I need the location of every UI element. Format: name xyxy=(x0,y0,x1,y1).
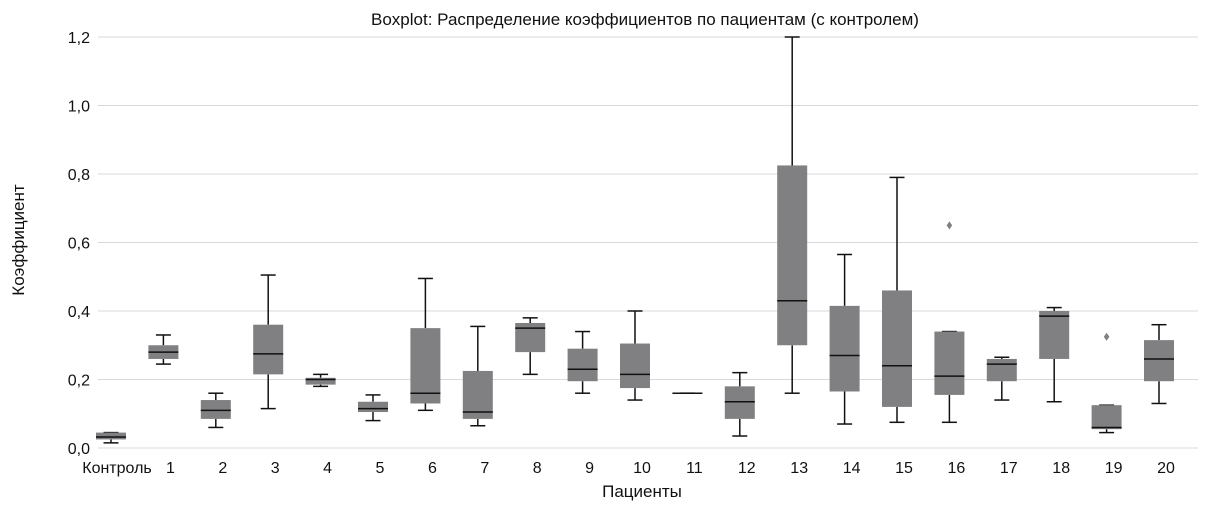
box-3 xyxy=(253,274,284,410)
box-iqr xyxy=(200,400,231,419)
box-8 xyxy=(515,317,546,376)
box-13 xyxy=(777,36,808,394)
x-tick-label: 17 xyxy=(1000,460,1018,477)
box-15 xyxy=(882,176,912,424)
y-tick-label: 0,8 xyxy=(68,167,90,184)
box-1 xyxy=(148,334,179,365)
x-tick-label: 18 xyxy=(1052,460,1070,477)
box-20 xyxy=(1144,323,1174,405)
box-iqr xyxy=(462,370,493,419)
box-iqr xyxy=(567,348,598,382)
box-14 xyxy=(829,253,860,425)
x-tick-label: 12 xyxy=(738,460,756,477)
x-tick-labels: Контроль 1 2 3 4 5 6 7 8 9 10 11 12 13 14 15 16 17 18 19 20 xyxy=(82,460,1175,477)
y-tick-label: 1,2 xyxy=(68,30,90,47)
x-tick-label: 11 xyxy=(686,460,703,477)
gridlines xyxy=(98,36,1198,449)
x-tick-label: 2 xyxy=(218,460,227,477)
y-tick-label: 0,2 xyxy=(68,373,90,390)
box-iqr xyxy=(724,386,755,419)
x-tick-label: 6 xyxy=(428,460,437,477)
x-tick-label: 7 xyxy=(480,460,489,477)
box-9 xyxy=(567,330,598,394)
x-tick-label: 19 xyxy=(1105,460,1123,477)
box-17 xyxy=(986,356,1017,401)
x-tick-label: 15 xyxy=(895,460,913,477)
x-tick-label: 10 xyxy=(633,460,651,477)
box-4 xyxy=(305,373,336,388)
x-tick-label: 13 xyxy=(790,460,808,477)
y-tick-label: 1,0 xyxy=(68,99,90,116)
box-iqr xyxy=(1091,405,1122,430)
box-18 xyxy=(1039,306,1070,403)
boxes xyxy=(96,36,1174,444)
x-tick-label: 5 xyxy=(376,460,385,477)
box-16 xyxy=(934,221,965,424)
x-tick-label: 1 xyxy=(166,460,175,477)
box-iqr xyxy=(986,358,1017,382)
box-iqr xyxy=(777,165,808,346)
box-2 xyxy=(200,392,231,429)
x-axis-label: Пациенты xyxy=(602,482,682,501)
box-control xyxy=(96,431,126,444)
outlier-point xyxy=(1103,332,1110,341)
box-19 xyxy=(1091,332,1122,434)
x-tick-label: 3 xyxy=(271,460,280,477)
box-iqr xyxy=(882,290,912,407)
y-tick-label: 0,4 xyxy=(68,304,90,321)
x-tick-label: 14 xyxy=(843,460,861,477)
box-iqr xyxy=(305,377,336,385)
box-iqr xyxy=(253,324,284,375)
x-tick-label: 4 xyxy=(323,460,332,477)
y-tick-label: 0,0 xyxy=(68,441,90,458)
box-iqr xyxy=(1144,340,1174,382)
box-7 xyxy=(462,325,493,427)
box-iqr xyxy=(829,305,860,392)
box-6 xyxy=(410,277,441,412)
outlier-point xyxy=(946,221,953,230)
box-iqr xyxy=(358,401,388,413)
x-tick-label: 16 xyxy=(948,460,966,477)
box-iqr xyxy=(515,322,546,353)
box-5 xyxy=(358,394,388,422)
x-tick-label: 20 xyxy=(1157,460,1175,477)
box-iqr xyxy=(934,331,965,395)
y-tick-label: 0,6 xyxy=(68,236,90,253)
y-tick-labels: 0,0 0,2 0,4 0,6 0,8 1,0 1,2 xyxy=(68,30,90,458)
box-iqr xyxy=(96,432,126,440)
chart-title: Boxplot: Распределение коэффициентов по … xyxy=(371,10,919,29)
box-iqr xyxy=(620,343,650,389)
box-12 xyxy=(724,371,755,437)
x-tick-label: Контроль xyxy=(82,460,152,477)
box-iqr xyxy=(1039,311,1070,359)
x-tick-label: 8 xyxy=(533,460,542,477)
x-tick-label: 9 xyxy=(585,460,594,477)
box-iqr xyxy=(410,328,441,404)
y-axis-label: Коэффициент xyxy=(9,184,28,296)
box-10 xyxy=(620,310,650,401)
